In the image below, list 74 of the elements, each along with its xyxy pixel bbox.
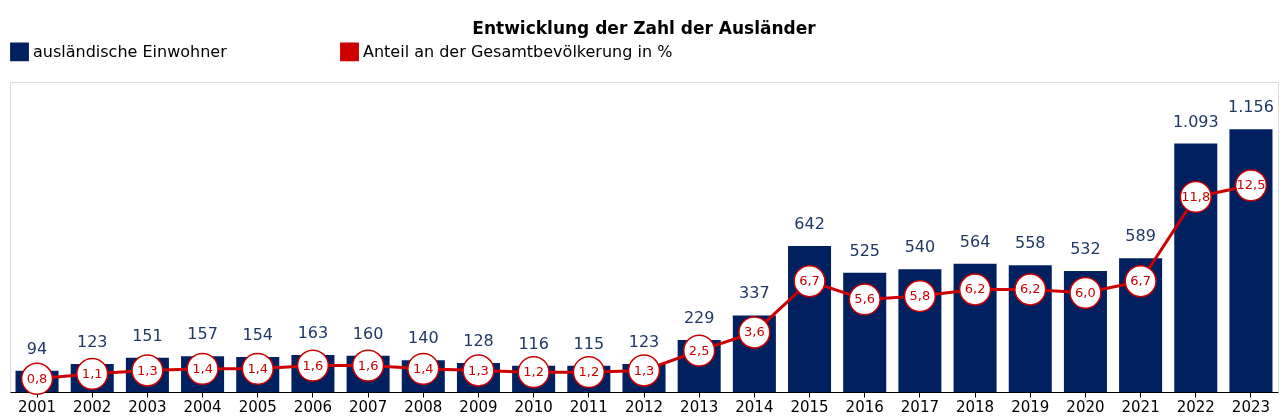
- x-tick-label: 2009: [459, 397, 498, 416]
- data-label: 6,7: [1130, 273, 1151, 289]
- data-label: 589: [1125, 226, 1156, 246]
- x-tick-label: 2005: [238, 397, 277, 416]
- x-tick-label: 2015: [790, 397, 829, 416]
- x-tick-label: 2003: [128, 397, 167, 416]
- data-label: 115: [573, 333, 605, 353]
- data-label: 154: [242, 325, 274, 344]
- x-tick-label: 2014: [735, 397, 774, 416]
- data-label: 1,2: [578, 364, 600, 380]
- x-tick-label: 2021: [1121, 397, 1160, 416]
- x-tick-label: 2011: [569, 397, 608, 416]
- data-label: 540: [904, 237, 936, 257]
- legend-label: Anteil an der Gesamtbevölkerung in %: [363, 41, 673, 61]
- data-label: 2,5: [688, 342, 710, 358]
- data-label: 160: [352, 323, 384, 343]
- chart-title: Entwicklung der Zahl der Ausländer: [472, 18, 817, 38]
- data-label: 532: [1070, 239, 1101, 259]
- data-label: 525: [849, 240, 880, 260]
- data-label: 1,4: [412, 360, 434, 376]
- data-label: 1,3: [633, 362, 655, 378]
- data-label: 123: [76, 332, 108, 352]
- data-label: 6,7: [799, 273, 820, 289]
- data-label: 12,5: [1236, 177, 1266, 193]
- data-label: 1,4: [247, 360, 269, 376]
- data-label: 11,8: [1181, 188, 1211, 204]
- data-label: 558: [1014, 233, 1046, 253]
- data-label: 5,6: [854, 291, 876, 307]
- x-tick-label: 2006: [293, 397, 333, 416]
- data-label: 1,2: [523, 364, 544, 380]
- x-tick-label: 2013: [680, 397, 719, 416]
- data-label: 5,8: [909, 288, 931, 304]
- data-label: 1,1: [81, 365, 103, 381]
- x-tick-label: 2019: [1011, 397, 1050, 416]
- bar: [1229, 129, 1273, 392]
- data-label: 128: [463, 330, 494, 350]
- data-label: 151: [132, 325, 163, 345]
- data-label: 1,6: [302, 357, 324, 373]
- x-tick-label: 2017: [900, 397, 939, 416]
- data-label: 1,6: [357, 357, 379, 373]
- data-label: 157: [187, 324, 218, 344]
- x-tick-label: 2022: [1176, 397, 1215, 416]
- data-label: 123: [628, 332, 660, 352]
- x-tick-label: 2018: [955, 397, 995, 416]
- x-tick-label: 2023: [1231, 397, 1271, 416]
- data-label: 94: [26, 338, 48, 358]
- x-tick-label: 2010: [514, 397, 553, 416]
- x-tick-label: 2002: [73, 397, 112, 416]
- data-label: 163: [297, 322, 329, 342]
- bar: [1174, 143, 1218, 392]
- x-tick-label: 2007: [349, 397, 388, 416]
- data-label: 1,4: [192, 360, 213, 376]
- data-label: 6,0: [1075, 284, 1096, 300]
- data-label: 1.093: [1172, 111, 1219, 131]
- data-label: 1.156: [1228, 97, 1274, 117]
- data-label: 116: [518, 333, 549, 353]
- data-label: 1,3: [137, 362, 158, 378]
- legend-label: ausländische Einwohner: [33, 41, 228, 61]
- x-tick-label: 2004: [183, 397, 222, 416]
- data-label: 6,2: [964, 281, 986, 297]
- data-label: 229: [683, 307, 715, 327]
- data-label: 564: [959, 231, 991, 251]
- x-tick-label: 2016: [845, 397, 884, 416]
- data-label: 6,2: [1019, 281, 1041, 297]
- x-tick-label: 2001: [17, 397, 57, 416]
- data-label: 140: [408, 328, 439, 348]
- data-label: 3,6: [744, 324, 765, 340]
- x-tick-label: 2008: [404, 397, 443, 416]
- x-tick-label: 2020: [1066, 397, 1105, 416]
- data-label: 337: [739, 283, 770, 303]
- data-label: 642: [794, 214, 825, 234]
- data-label: 1,3: [468, 362, 489, 378]
- data-label: 0,8: [26, 370, 48, 386]
- x-tick-label: 2012: [624, 397, 664, 416]
